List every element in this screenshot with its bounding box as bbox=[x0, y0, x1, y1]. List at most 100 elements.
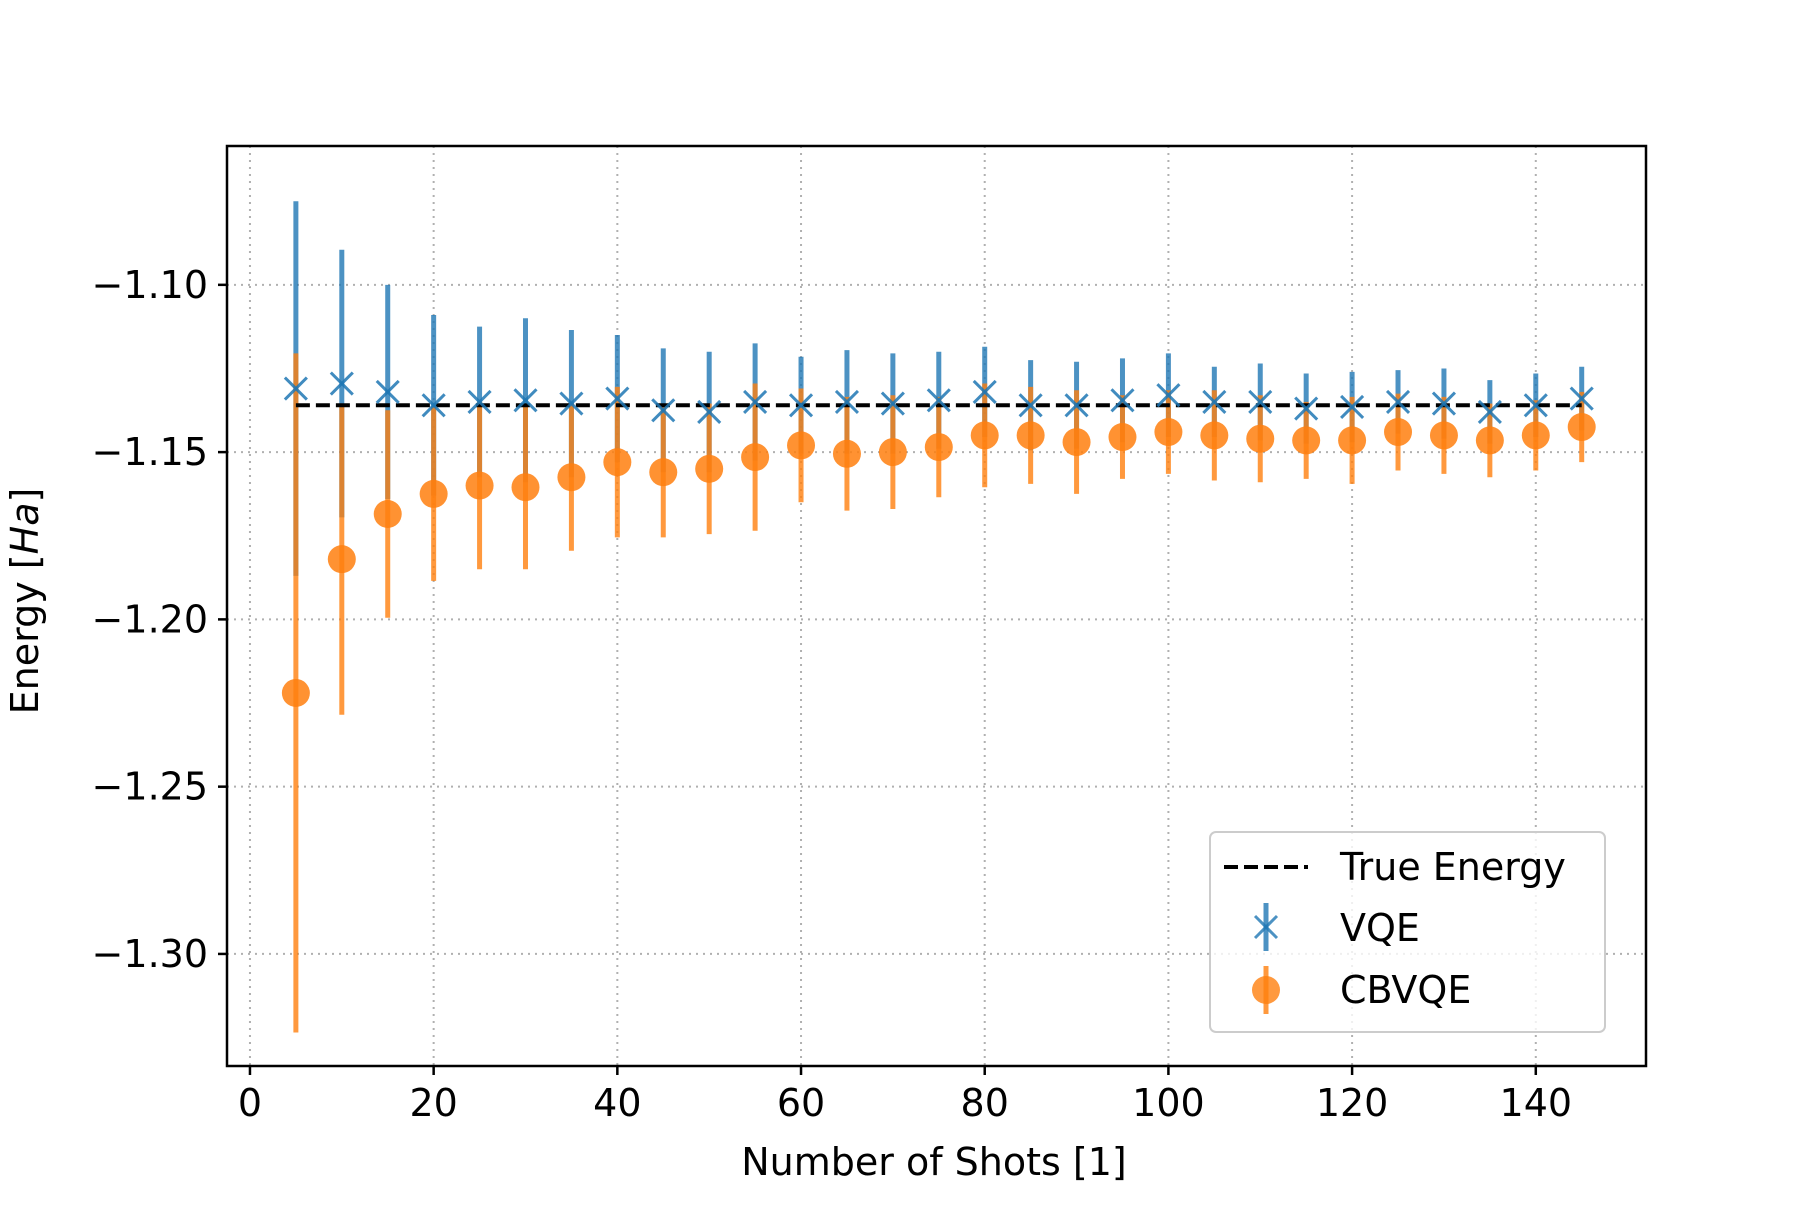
vqe-marker-stroke bbox=[605, 386, 630, 411]
vqe-marker bbox=[1018, 393, 1043, 418]
legend-vqe-marker-b bbox=[1253, 914, 1279, 940]
cbvqe-marker bbox=[649, 458, 678, 487]
vqe-marker bbox=[329, 371, 354, 396]
cbvqe-marker bbox=[1016, 421, 1045, 450]
legend: True Energy VQE CBVQE bbox=[1209, 831, 1606, 1033]
cbvqe-marker bbox=[327, 545, 356, 574]
vqe-marker-stroke bbox=[1385, 389, 1411, 414]
vqe-marker bbox=[559, 391, 584, 416]
vqe-marker bbox=[1294, 396, 1319, 421]
x-tick-label: 60 bbox=[777, 1081, 825, 1125]
vqe-marker bbox=[375, 379, 400, 404]
vqe-marker bbox=[467, 389, 492, 414]
vqe-marker-stroke bbox=[559, 391, 584, 416]
vqe-marker-stroke bbox=[1110, 388, 1135, 413]
vqe-marker bbox=[834, 389, 860, 414]
legend-frame bbox=[1209, 831, 1606, 1033]
y-tick-label: −1.15 bbox=[92, 430, 208, 474]
vqe-marker-stroke bbox=[283, 376, 308, 401]
vqe-marker bbox=[697, 399, 722, 425]
cbvqe-marker bbox=[1108, 423, 1137, 452]
vqe-marker bbox=[788, 393, 814, 418]
vqe-marker-stroke bbox=[834, 389, 860, 414]
vqe-marker bbox=[1340, 394, 1365, 420]
vqe-marker-stroke bbox=[467, 389, 492, 414]
vqe-marker-stroke bbox=[926, 388, 951, 413]
vqe-marker-stroke bbox=[1064, 393, 1089, 418]
y-axis-label-suffix: ] bbox=[3, 488, 47, 503]
x-tick-label: 80 bbox=[961, 1081, 1009, 1125]
cbvqe-marker bbox=[511, 473, 540, 502]
cbvqe-marker bbox=[1292, 426, 1321, 455]
x-axis-label: Number of Shots [1] bbox=[741, 1140, 1127, 1184]
cbvqe-marker bbox=[1521, 421, 1550, 450]
vqe-marker-stroke bbox=[1156, 383, 1181, 408]
vqe-marker bbox=[283, 376, 308, 401]
vqe-marker-stroke bbox=[972, 379, 997, 404]
vqe-marker bbox=[651, 398, 676, 423]
vqe-marker-stroke bbox=[375, 379, 400, 404]
axes: 0 20 40 60 80 100 120 140 −1.10 −1.15 −1.20 −1.25 −1… bbox=[92, 144, 1648, 1125]
cbvqe-marker bbox=[970, 421, 999, 450]
vqe-marker-stroke bbox=[1477, 399, 1502, 425]
vqe-marker-stroke bbox=[1340, 394, 1365, 420]
vqe-marker-stroke bbox=[1523, 393, 1548, 418]
cbvqe-marker bbox=[1567, 413, 1596, 442]
legend-vqe-label: VQE bbox=[1340, 906, 1420, 950]
cbvqe-marker bbox=[741, 443, 770, 472]
plot-frame bbox=[225, 144, 1648, 1068]
vqe-marker-stroke bbox=[788, 393, 814, 418]
vqe-marker-stroke bbox=[1248, 389, 1273, 414]
vqe-marker-stroke bbox=[329, 371, 354, 396]
vqe-marker-stroke bbox=[697, 399, 722, 425]
cbvqe-marker bbox=[1246, 424, 1275, 453]
cbvqe-marker bbox=[465, 471, 494, 500]
vqe-marker-stroke bbox=[1202, 389, 1227, 414]
vqe-marker bbox=[605, 386, 630, 411]
cbvqe-marker bbox=[557, 463, 586, 492]
cbvqe-marker bbox=[878, 438, 907, 467]
vqe-marker bbox=[1523, 393, 1548, 418]
vqe-marker-stroke bbox=[743, 389, 768, 414]
x-tick-label: 40 bbox=[593, 1081, 641, 1125]
vqe-marker bbox=[1202, 389, 1227, 414]
vqe-marker bbox=[421, 393, 446, 418]
vqe-marker bbox=[1569, 386, 1594, 411]
cbvqe-marker bbox=[1154, 418, 1183, 447]
vqe-marker-stroke bbox=[651, 398, 676, 423]
vqe-marker bbox=[513, 388, 538, 413]
cbvqe-marker bbox=[373, 500, 402, 528]
vqe-marker bbox=[972, 379, 997, 404]
vqe-marker bbox=[1156, 383, 1181, 408]
x-tick-label: 0 bbox=[238, 1081, 262, 1125]
cbvqe-marker bbox=[1062, 428, 1091, 457]
vqe-marker-stroke bbox=[1018, 393, 1043, 418]
y-tick-label: −1.20 bbox=[92, 597, 208, 641]
vqe-marker bbox=[880, 391, 905, 416]
vqe-marker-stroke bbox=[1294, 396, 1319, 421]
cbvqe-marker bbox=[603, 448, 632, 477]
legend-cbvqe-swatch bbox=[1252, 966, 1280, 1014]
legend-cbvqe-label: CBVQE bbox=[1340, 968, 1471, 1012]
legend-true-energy-label: True Energy bbox=[1339, 845, 1566, 889]
cbvqe-marker bbox=[695, 454, 724, 483]
vqe-marker-stroke bbox=[880, 391, 905, 416]
vqe-marker-stroke bbox=[513, 388, 538, 413]
y-tick-label: −1.25 bbox=[92, 765, 208, 809]
vqe-marker bbox=[1064, 393, 1089, 418]
cbvqe-marker bbox=[1429, 421, 1458, 450]
cbvqe-marker bbox=[1475, 426, 1504, 455]
vqe-marker-stroke bbox=[1569, 386, 1594, 411]
vqe-marker bbox=[1477, 399, 1502, 425]
x-tick-label: 120 bbox=[1316, 1081, 1389, 1125]
cbvqe-marker bbox=[281, 678, 310, 707]
y-axis-label: Energy [Ha] bbox=[3, 488, 47, 715]
y-tick-label: −1.30 bbox=[92, 932, 208, 976]
data-markers bbox=[281, 371, 1596, 707]
cbvqe-marker bbox=[787, 431, 816, 460]
x-tick-label: 100 bbox=[1132, 1081, 1205, 1125]
cbvqe-marker bbox=[1338, 426, 1367, 455]
vqe-marker bbox=[926, 388, 951, 413]
